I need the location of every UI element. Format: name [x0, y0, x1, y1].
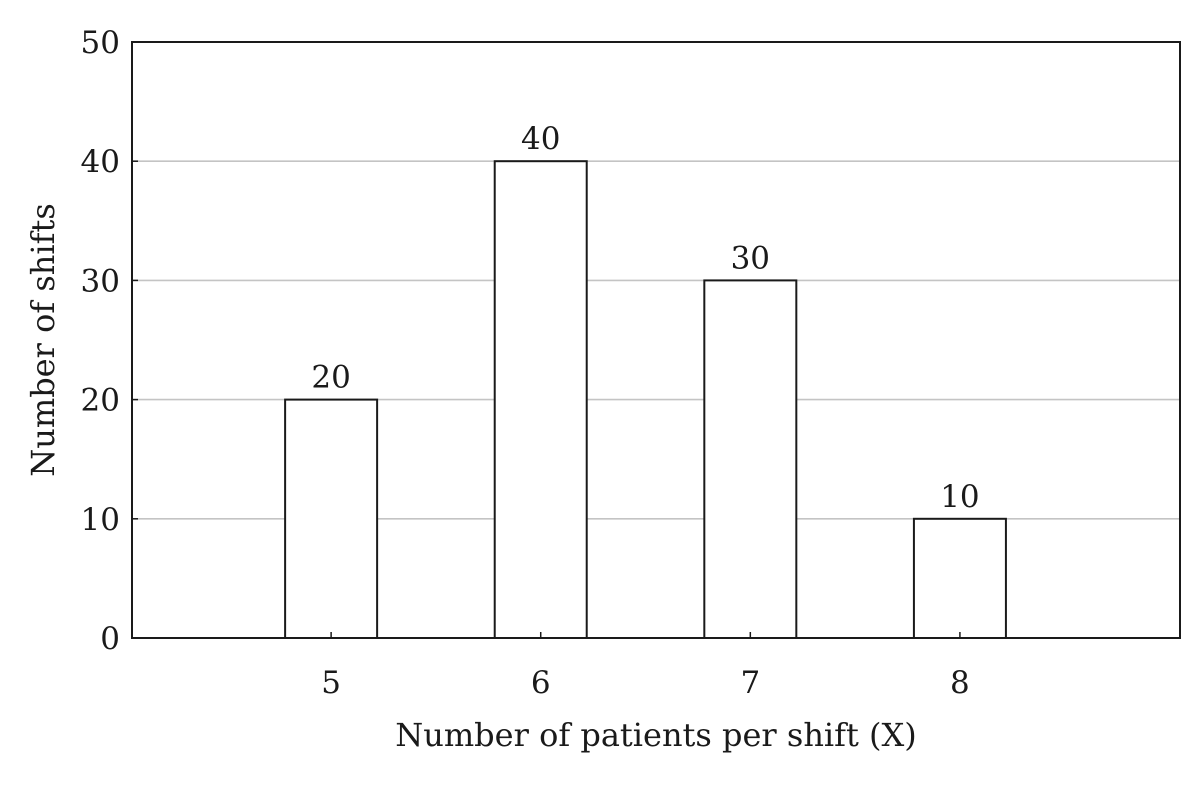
- bar-6: [493, 160, 588, 639]
- plot-frame: [131, 41, 1181, 639]
- y-tick-label: 40: [81, 144, 120, 180]
- data-label: 20: [311, 360, 350, 396]
- data-labels: 20 40 30 10: [311, 121, 979, 515]
- bar-7: [703, 279, 798, 639]
- y-tick-label: 0: [100, 621, 120, 657]
- data-label: 40: [521, 121, 560, 157]
- y-tick-label: 30: [81, 263, 120, 299]
- y-axis-ticks: 0 10 20 30 40 50: [81, 25, 138, 657]
- x-tick-label: 6: [531, 665, 551, 701]
- bar-8: [912, 517, 1007, 639]
- x-axis-title: Number of patients per shift (X): [395, 716, 917, 754]
- x-tick-label: 5: [321, 665, 341, 701]
- y-axis-title: Number of shifts: [24, 203, 62, 477]
- data-label: 30: [731, 240, 770, 276]
- y-tick-label: 20: [81, 383, 120, 419]
- y-tick-label: 50: [81, 25, 120, 61]
- x-tick-label: 8: [950, 665, 970, 701]
- data-label: 10: [940, 479, 979, 515]
- x-axis-ticks: 5 6 7 8: [321, 632, 970, 701]
- y-tick-label: 10: [81, 502, 120, 538]
- x-tick-label: 7: [740, 665, 760, 701]
- bar-5: [284, 398, 379, 639]
